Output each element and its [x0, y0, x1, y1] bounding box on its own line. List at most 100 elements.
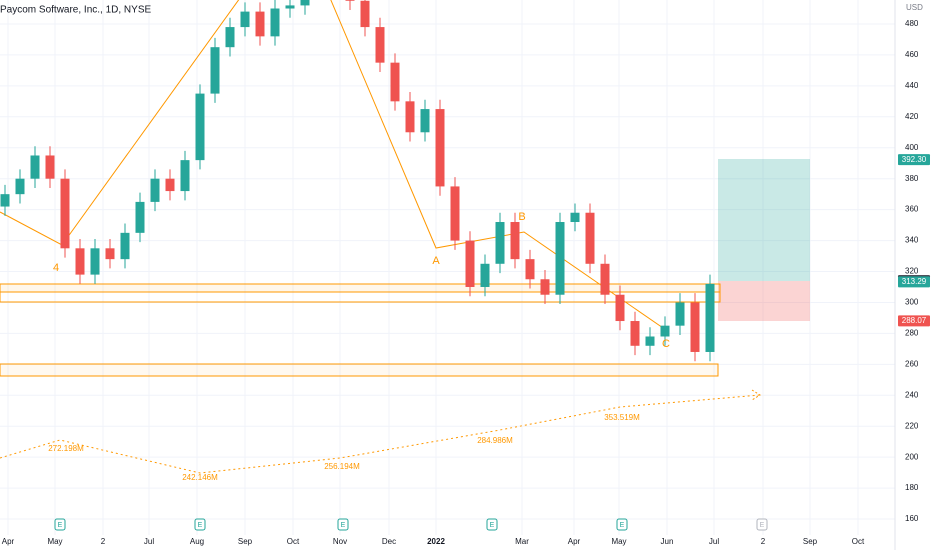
x-tick-label: Apr	[2, 537, 15, 546]
x-tick-label: May	[611, 537, 626, 546]
x-tick-label: Sep	[803, 537, 818, 546]
candle-body	[165, 178, 175, 192]
x-tick-label: 2	[101, 537, 106, 546]
x-tick-label: 2	[761, 537, 766, 546]
candle-body	[690, 302, 700, 352]
x-tick-label: Jun	[661, 537, 674, 546]
labels: Apr May 2 Jul Aug Sep Oct Nov Dec 2022 Mar Apr May Ju…	[2, 211, 865, 546]
candle-body	[510, 222, 520, 260]
x-tick-label: Mar	[515, 537, 529, 546]
candle-body	[585, 212, 595, 264]
event-marker	[756, 518, 768, 531]
volume-label: 242.146M	[182, 473, 218, 482]
wave-label: B	[518, 211, 525, 223]
volume-label: 284.986M	[477, 436, 513, 445]
chart-title: Paycom Software, Inc., 1D, NYSE	[0, 5, 151, 16]
candle-body	[195, 93, 205, 161]
price-badge	[898, 315, 930, 327]
candle-body	[675, 302, 685, 326]
arrow	[751, 389, 761, 401]
candle-body	[465, 240, 475, 287]
price-badge-label: 288.07	[902, 316, 927, 325]
candle-body	[75, 248, 85, 275]
x-tick-label: Sep	[238, 537, 253, 546]
price-badge	[898, 154, 930, 166]
candle-body	[540, 279, 550, 295]
y-tick-label: 380	[905, 174, 919, 183]
event-marker	[616, 518, 628, 531]
x-tick-label: Jul	[709, 537, 719, 546]
zone	[0, 291, 721, 303]
candle-body	[150, 178, 160, 202]
drawings	[0, 0, 810, 474]
candle-body	[285, 5, 295, 9]
candle-body	[660, 325, 670, 337]
candle-body	[90, 248, 100, 275]
candle-body	[0, 194, 10, 207]
y-tick-label: 200	[905, 452, 919, 461]
zone	[0, 363, 719, 377]
y-tick-label: 260	[905, 359, 919, 368]
event-marker	[337, 518, 349, 531]
candle-body	[180, 160, 190, 192]
target-zone	[718, 159, 810, 281]
candle-body	[645, 336, 655, 346]
y-tick-label: 280	[905, 329, 919, 338]
y-tick-label: 480	[905, 19, 919, 28]
candle-body	[270, 8, 280, 37]
y-tick-label: 220	[905, 421, 919, 430]
x-tick-label: Aug	[190, 537, 204, 546]
candle-body	[300, 0, 310, 6]
candle-body	[390, 62, 400, 102]
candle-body	[525, 259, 535, 280]
candle-body	[360, 0, 370, 28]
candle-body	[405, 101, 415, 133]
candle-body	[705, 283, 715, 352]
event-marker	[486, 518, 498, 531]
event-marker	[194, 518, 206, 531]
price-axis	[895, 0, 932, 550]
candle-body	[225, 27, 235, 48]
x-tick-label: Oct	[852, 537, 865, 546]
candle-body	[450, 186, 460, 241]
y-tick-label: 360	[905, 205, 919, 214]
y-tick-label: 300	[905, 298, 919, 307]
volume-label: 272.198M	[48, 444, 84, 453]
x-tick-label: Oct	[287, 537, 300, 546]
wave-label: 4	[53, 262, 59, 274]
y-tick-label: 160	[905, 514, 919, 523]
candle-body	[600, 263, 610, 295]
candle-body	[45, 155, 55, 179]
y-tick-label: 340	[905, 236, 919, 245]
candle-body	[435, 109, 445, 187]
x-tick-label: Dec	[382, 537, 396, 546]
candle-body	[60, 178, 70, 249]
stop-zone	[718, 281, 810, 321]
volume-trend	[0, 394, 761, 474]
candle-body	[105, 248, 115, 260]
x-tick-label: Apr	[568, 537, 581, 546]
candle-body	[570, 212, 580, 223]
candle-body	[210, 47, 220, 94]
event-label: E	[341, 522, 346, 529]
event-label: E	[620, 522, 625, 529]
candle-body	[615, 294, 625, 322]
y-tick-label: 420	[905, 112, 919, 121]
event-label: E	[58, 522, 63, 529]
volume-label: 353.519M	[604, 413, 640, 422]
price-badge	[898, 276, 930, 288]
y-tick-label: 460	[905, 50, 919, 59]
candle-body	[495, 222, 505, 264]
candle-body	[555, 222, 565, 295]
y-tick-label: 320	[905, 267, 919, 276]
currency: USD	[906, 3, 923, 12]
zone	[0, 283, 721, 293]
price-badge-label: 313.29	[902, 277, 927, 286]
x-tick-label: 2022	[427, 537, 445, 546]
y-tick-label: 400	[905, 143, 919, 152]
candle-body	[345, 0, 355, 1]
event-label: E	[490, 522, 495, 529]
x-tick-label: May	[47, 537, 62, 546]
candles	[0, 0, 715, 362]
